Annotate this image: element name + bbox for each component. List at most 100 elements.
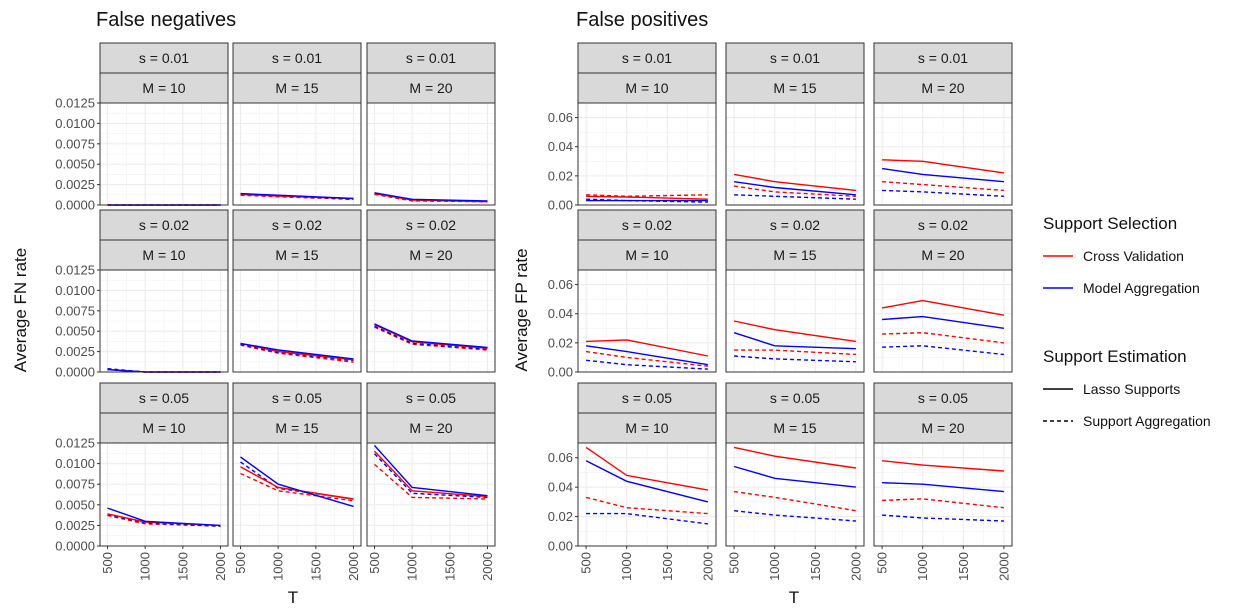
legend-color-title: Support Selection (1043, 214, 1177, 233)
facet-strip-m (725, 412, 865, 444)
x-tick-label: 1000 (405, 552, 420, 581)
x-tick-label: 1000 (138, 552, 153, 581)
series-line-ma-lasso (240, 192, 354, 200)
series-line-ma-agg (734, 194, 856, 200)
series-line-ma-lasso (373, 445, 488, 497)
series-line-cv-lasso (586, 339, 709, 357)
x-tick-label: 500 (367, 552, 382, 574)
facet-strip-m (577, 239, 717, 271)
facet-strip-m (99, 412, 229, 444)
facet-strip-s (725, 382, 865, 414)
facet-strip-s (232, 42, 362, 74)
panel-border (99, 102, 229, 206)
series-line-cv-lasso (882, 159, 1004, 174)
facet-strip-s-label: s = 0.02 (406, 217, 456, 233)
facet-strip-m-label: M = 15 (275, 80, 318, 96)
x-tick-label: 2000 (700, 552, 715, 581)
x-tick-label: 1500 (175, 552, 190, 581)
x-tick-label: 500 (727, 552, 742, 574)
facet-panel: s = 0.02 M = 10 0.00 0.02 0.04 0.06 (548, 209, 717, 380)
series-line-cv-lasso (585, 446, 709, 491)
x-tick-label: 1000 (271, 552, 286, 581)
panel-border (366, 442, 496, 547)
series-line-cv-agg (240, 472, 354, 502)
fn-chart-title: False negatives (96, 9, 236, 31)
panel-border (873, 102, 1013, 206)
x-tick-label: 2000 (346, 552, 361, 581)
panel-border (873, 442, 1013, 547)
facet-strip-m (577, 72, 717, 104)
facet-strip-m-label: M = 10 (625, 247, 668, 263)
y-tick-label: 0.00 (548, 365, 573, 380)
fp-x-axis-title: T (789, 588, 799, 607)
facet-panel: s = 0.02 M = 15 (725, 209, 865, 373)
facet-strip-m (366, 72, 496, 104)
x-tick-label: 2000 (480, 552, 495, 581)
facet-strip-s (725, 42, 865, 74)
facet-strip-s-label: s = 0.01 (918, 50, 968, 66)
facet-panel: s = 0.05 M = 15 500 1000 1500 2000 (725, 382, 865, 581)
x-tick-label: 1000 (619, 552, 634, 581)
legend-label-lasso-supports: Lasso Supports (1083, 381, 1180, 397)
facet-strip-s (577, 209, 717, 241)
facet-strip-s (99, 42, 229, 74)
y-tick-label: 0.04 (548, 480, 573, 495)
legend: Support Selection Cross Validation Model… (1043, 214, 1211, 429)
y-tick-label: 0.0125 (55, 436, 95, 451)
legend-label-cross-validation: Cross Validation (1083, 248, 1184, 264)
y-tick-label: 0.02 (548, 335, 573, 350)
series-line-cv-lasso (733, 446, 857, 469)
y-tick-label: 0.0075 (55, 136, 95, 151)
facet-strip-m (232, 239, 362, 271)
series-line-ma-lasso (882, 482, 1004, 493)
x-tick-label: 500 (579, 552, 594, 574)
facet-strip-s (232, 382, 362, 414)
facet-strip-m-label: M = 20 (409, 80, 452, 96)
y-tick-label: 0.0075 (55, 303, 95, 318)
facet-strip-s (366, 382, 496, 414)
panel-border (577, 442, 717, 547)
facet-panel: s = 0.05 M = 20 500 1000 1500 2000 (366, 382, 496, 581)
facet-strip-m-label: M = 20 (409, 247, 452, 263)
facet-panel: s = 0.01 M = 20 (873, 42, 1013, 206)
series-line-cv-lasso (881, 299, 1005, 316)
panel-border (577, 269, 717, 373)
series-line-cv-lasso (882, 460, 1004, 472)
series-line-ma-lasso (240, 456, 354, 508)
panel-border (366, 269, 496, 373)
y-tick-label: 0.0100 (55, 456, 95, 471)
facet-strip-s-label: s = 0.02 (272, 217, 322, 233)
series-line-ma-agg (240, 461, 354, 500)
series-line-cv-lasso (374, 192, 488, 203)
facet-strip-m (725, 72, 865, 104)
series-line-ma-lasso (374, 323, 488, 349)
series-line-cv-lasso (374, 324, 488, 349)
facet-strip-m (725, 239, 865, 271)
panel-border (873, 269, 1013, 373)
facet-strip-s-label: s = 0.05 (622, 390, 672, 406)
series-line-ma-agg (240, 343, 354, 362)
series-line-cv-agg (107, 514, 221, 527)
facet-strip-m (99, 72, 229, 104)
facet-strip-m-label: M = 10 (142, 80, 185, 96)
panel-border (99, 442, 229, 547)
panel-border (725, 269, 865, 373)
series-line-cv-agg (374, 193, 488, 203)
facet-strip-m-label: M = 15 (275, 247, 318, 263)
facet-strip-s (725, 209, 865, 241)
x-tick-label: 500 (875, 552, 890, 574)
series-line-cv-lasso (373, 450, 488, 498)
series-line-cv-agg (734, 349, 856, 356)
panel-border (725, 102, 865, 206)
facet-strip-m-label: M = 15 (773, 80, 816, 96)
series-line-ma-agg (107, 514, 221, 527)
series-line-cv-lasso (733, 320, 856, 343)
x-tick-label: 1500 (308, 552, 323, 581)
facet-strip-m-label: M = 10 (142, 247, 185, 263)
facet-strip-s (99, 382, 229, 414)
series-line-ma-lasso (240, 342, 354, 360)
y-tick-label: 0.06 (548, 450, 573, 465)
series-line-cv-agg (374, 463, 488, 500)
facet-strip-m (232, 72, 362, 104)
y-tick-label: 0.0000 (55, 198, 95, 213)
